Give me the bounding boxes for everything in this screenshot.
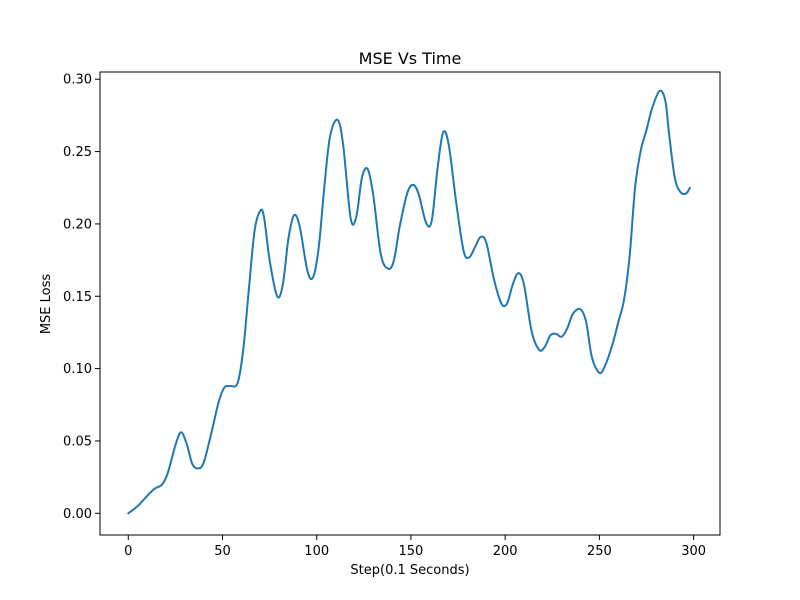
y-axis-ticks: 0.00 0.05 0.10 0.15 0.20 0.25 0.30 (63, 73, 100, 522)
x-tick-label: 150 (399, 544, 424, 559)
axes-frame (99, 71, 721, 536)
x-tick-label: 0 (124, 544, 132, 559)
y-axis-label: MSE Loss (39, 274, 54, 335)
x-tick-label: 250 (587, 544, 612, 559)
y-tick-label: 0.15 (63, 290, 92, 305)
y-tick-label: 0.25 (63, 145, 92, 160)
y-tick-label: 0.10 (63, 362, 92, 377)
plot-area (99, 71, 721, 536)
y-tick-label: 0.30 (63, 73, 92, 88)
x-axis-ticks: 0 50 100 150 200 250 300 (124, 535, 706, 559)
x-axis-label: Step(0.1 Seconds) (350, 563, 469, 578)
x-tick-label: 100 (304, 544, 329, 559)
y-tick-label: 0.05 (63, 434, 92, 449)
x-tick-label: 300 (681, 544, 706, 559)
y-tick-label: 0.20 (63, 217, 92, 232)
x-tick-label: 50 (214, 544, 231, 559)
series-line-0 (127, 89, 691, 515)
chart-title: MSE Vs Time (359, 49, 462, 68)
y-tick-label: 0.00 (63, 507, 92, 522)
x-tick-label: 200 (493, 544, 518, 559)
